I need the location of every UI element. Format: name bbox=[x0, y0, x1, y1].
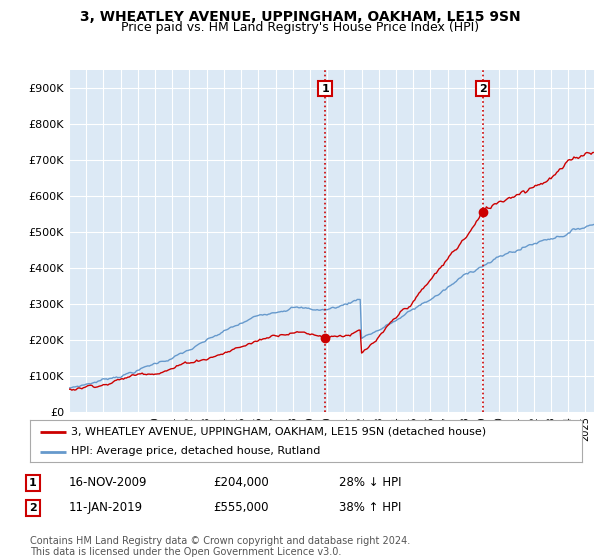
Text: 16-NOV-2009: 16-NOV-2009 bbox=[69, 476, 148, 489]
Text: Contains HM Land Registry data © Crown copyright and database right 2024.
This d: Contains HM Land Registry data © Crown c… bbox=[30, 535, 410, 557]
Text: 28% ↓ HPI: 28% ↓ HPI bbox=[339, 476, 401, 489]
Text: 1: 1 bbox=[29, 478, 37, 488]
Text: 3, WHEATLEY AVENUE, UPPINGHAM, OAKHAM, LE15 9SN: 3, WHEATLEY AVENUE, UPPINGHAM, OAKHAM, L… bbox=[80, 10, 520, 24]
Text: 2: 2 bbox=[29, 503, 37, 513]
Text: £555,000: £555,000 bbox=[213, 501, 269, 515]
Text: 2: 2 bbox=[479, 83, 487, 94]
Text: 11-JAN-2019: 11-JAN-2019 bbox=[69, 501, 143, 515]
Text: 3, WHEATLEY AVENUE, UPPINGHAM, OAKHAM, LE15 9SN (detached house): 3, WHEATLEY AVENUE, UPPINGHAM, OAKHAM, L… bbox=[71, 427, 487, 437]
Text: 1: 1 bbox=[321, 83, 329, 94]
Text: 38% ↑ HPI: 38% ↑ HPI bbox=[339, 501, 401, 515]
Text: £204,000: £204,000 bbox=[213, 476, 269, 489]
Text: Price paid vs. HM Land Registry's House Price Index (HPI): Price paid vs. HM Land Registry's House … bbox=[121, 21, 479, 34]
Text: HPI: Average price, detached house, Rutland: HPI: Average price, detached house, Rutl… bbox=[71, 446, 321, 456]
